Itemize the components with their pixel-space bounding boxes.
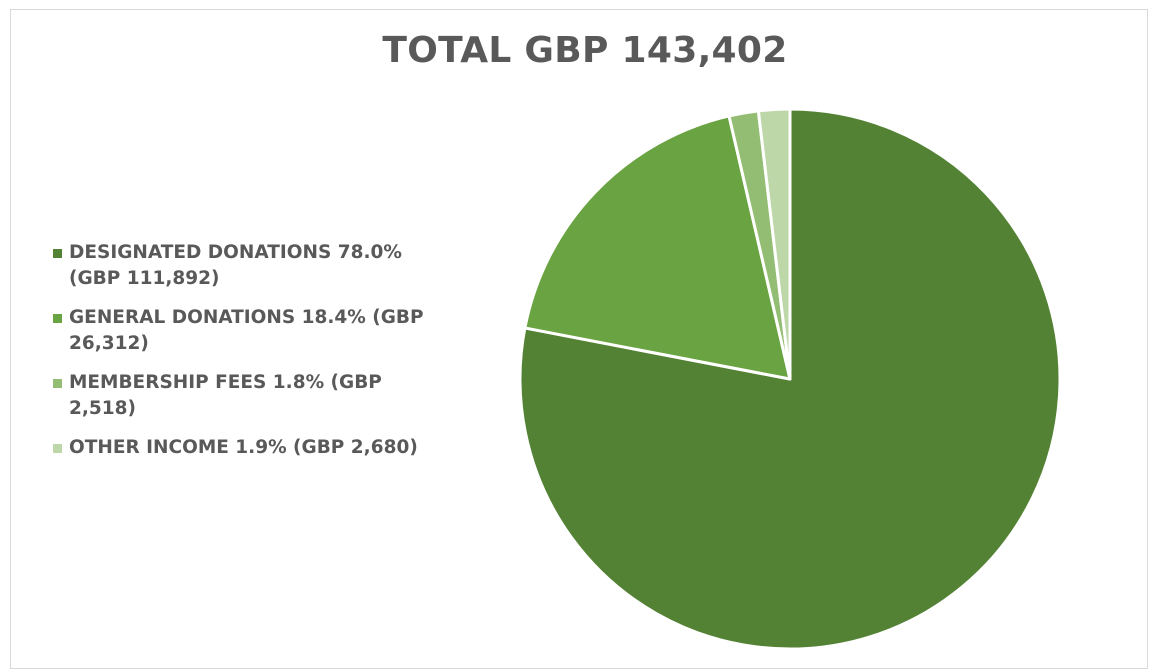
- legend: DESIGNATED DONATIONS 78.0% (GBP 111,892)…: [52, 240, 447, 474]
- legend-item-membership-fees: MEMBERSHIP FEES 1.8% (GBP 2,518): [52, 370, 447, 422]
- legend-item-other-income: OTHER INCOME 1.9% (GBP 2,680): [52, 435, 447, 461]
- legend-label: DESIGNATED DONATIONS 78.0% (GBP 111,892): [69, 242, 402, 289]
- legend-item-designated-donations: DESIGNATED DONATIONS 78.0% (GBP 111,892): [52, 240, 447, 292]
- legend-label: MEMBERSHIP FEES 1.8% (GBP 2,518): [69, 372, 382, 419]
- pie-slice-general-donations: [523, 114, 792, 381]
- pie-slices: [518, 107, 1062, 651]
- chart-title: TOTAL GBP 143,402: [382, 30, 788, 71]
- legend-label: GENERAL DONATIONS 18.4% (GBP 26,312): [69, 307, 424, 354]
- legend-swatch: [53, 314, 62, 323]
- pie-slice-other-income: [756, 107, 792, 381]
- legend-swatch: [53, 249, 62, 258]
- legend-item-general-donations: GENERAL DONATIONS 18.4% (GBP 26,312): [52, 305, 447, 357]
- legend-swatch: [53, 444, 62, 453]
- legend-swatch: [53, 379, 62, 388]
- legend-label: OTHER INCOME 1.9% (GBP 2,680): [69, 437, 418, 458]
